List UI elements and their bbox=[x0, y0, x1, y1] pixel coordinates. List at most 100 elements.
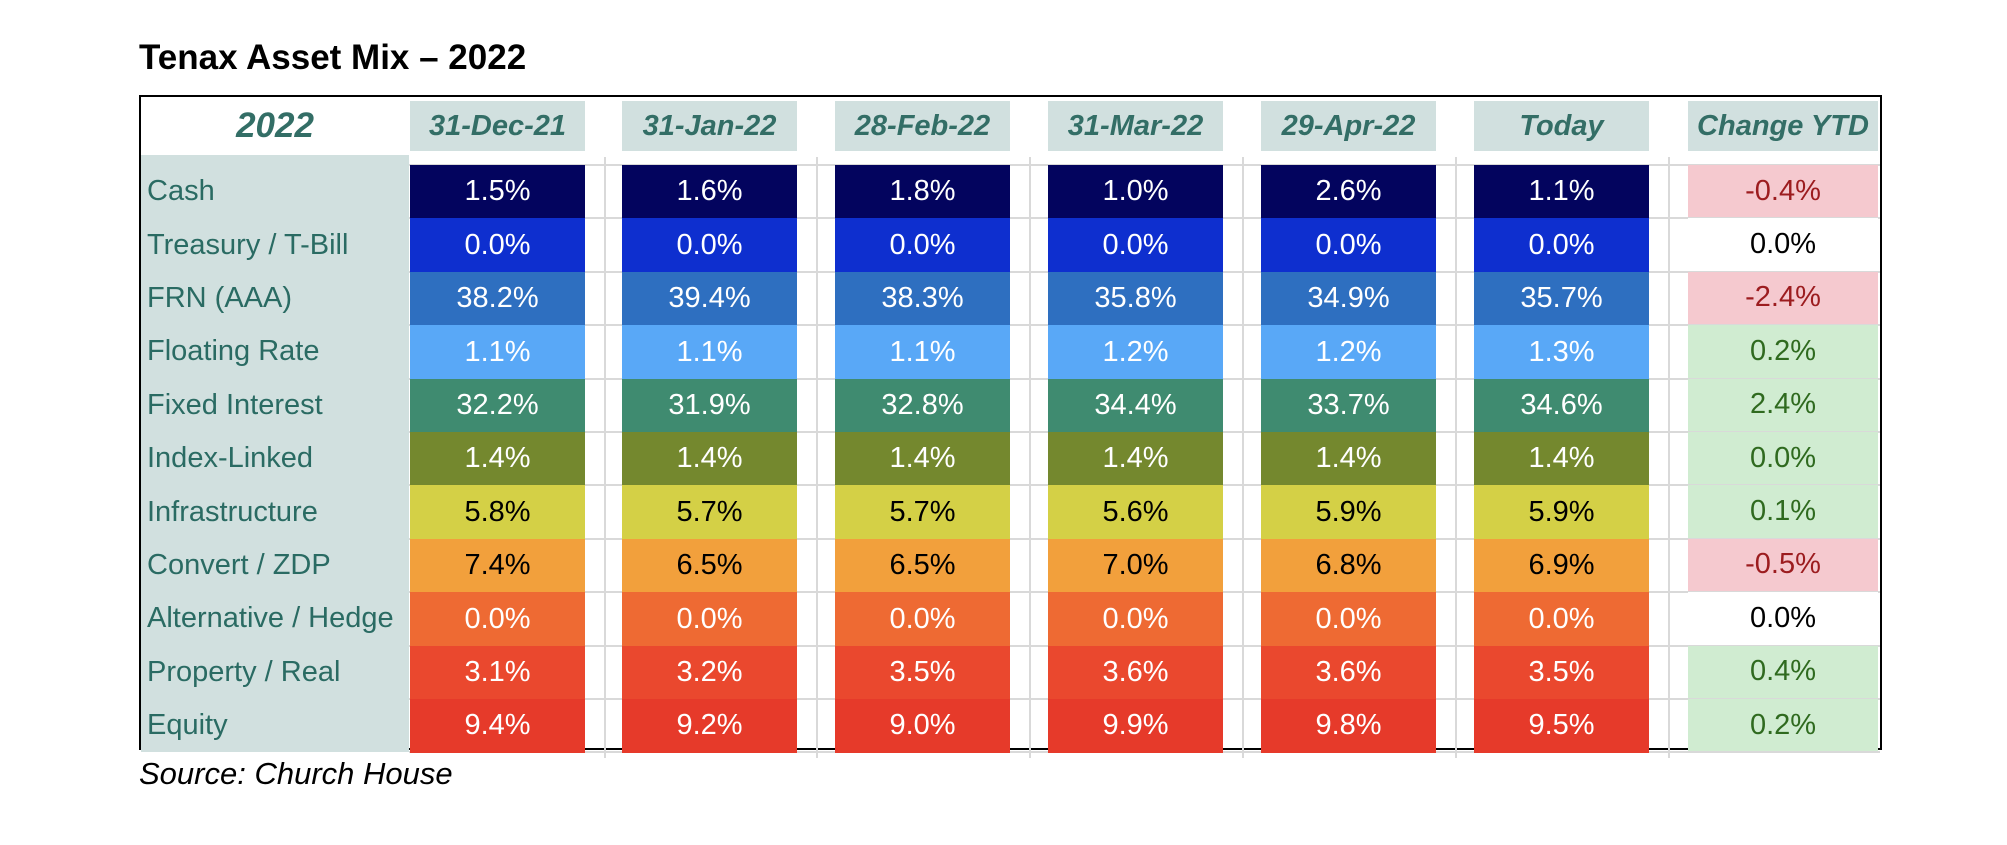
change-ytd-cell: -0.4% bbox=[1688, 165, 1878, 218]
change-ytd-cell: 0.0% bbox=[1688, 432, 1878, 485]
value-cell: 0.0% bbox=[1261, 218, 1436, 273]
column-header: 31-Dec-21 bbox=[410, 101, 585, 151]
value-cell: 6.5% bbox=[622, 538, 797, 593]
row-label: Fixed Interest bbox=[141, 378, 409, 432]
value-cell: 5.6% bbox=[1048, 485, 1223, 540]
change-ytd-header: Change YTD bbox=[1688, 101, 1878, 151]
value-cell: 3.2% bbox=[622, 645, 797, 700]
value-cell: 3.5% bbox=[835, 645, 1010, 700]
value-cell: 3.6% bbox=[1261, 645, 1436, 700]
column-header: 31-Mar-22 bbox=[1048, 101, 1223, 151]
value-cell: 7.0% bbox=[1048, 538, 1223, 593]
value-cell: 1.4% bbox=[622, 432, 797, 486]
value-cell: 1.5% bbox=[410, 165, 585, 219]
value-cell: 1.1% bbox=[622, 325, 797, 380]
value-cell: 0.0% bbox=[410, 218, 585, 273]
value-cell: 32.2% bbox=[410, 378, 585, 433]
change-ytd-cell: 0.1% bbox=[1688, 485, 1878, 538]
column-gridline bbox=[604, 157, 606, 759]
value-cell: 0.0% bbox=[410, 592, 585, 647]
value-cell: 33.7% bbox=[1261, 378, 1436, 433]
value-cell: 0.0% bbox=[622, 592, 797, 647]
value-cell: 31.9% bbox=[622, 378, 797, 433]
value-cell: 1.4% bbox=[410, 432, 585, 486]
value-cell: 38.2% bbox=[410, 271, 585, 326]
value-cell: 0.0% bbox=[622, 218, 797, 273]
value-cell: 6.5% bbox=[835, 538, 1010, 593]
value-cell: 0.0% bbox=[1261, 592, 1436, 647]
change-ytd-cell: -0.5% bbox=[1688, 538, 1878, 592]
value-cell: 3.5% bbox=[1474, 645, 1649, 700]
value-cell: 5.9% bbox=[1474, 485, 1649, 540]
row-label: Treasury / T-Bill bbox=[141, 218, 409, 272]
value-cell: 3.1% bbox=[410, 645, 585, 700]
value-cell: 5.9% bbox=[1261, 485, 1436, 540]
value-cell: 9.2% bbox=[622, 699, 797, 753]
value-cell: 0.0% bbox=[1474, 592, 1649, 647]
value-cell: 2.6% bbox=[1261, 165, 1436, 219]
change-ytd-cell: 0.0% bbox=[1688, 592, 1878, 645]
row-label: Index-Linked bbox=[141, 432, 409, 486]
value-cell: 3.6% bbox=[1048, 645, 1223, 700]
column-header: 31-Jan-22 bbox=[622, 101, 797, 151]
value-cell: 6.9% bbox=[1474, 538, 1649, 593]
value-cell: 1.1% bbox=[1474, 165, 1649, 219]
value-cell: 1.4% bbox=[1048, 432, 1223, 486]
value-cell: 34.6% bbox=[1474, 378, 1649, 433]
value-cell: 5.8% bbox=[410, 485, 585, 540]
value-cell: 5.7% bbox=[622, 485, 797, 540]
value-cell: 1.8% bbox=[835, 165, 1010, 219]
row-label: Infrastructure bbox=[141, 485, 409, 539]
row-label: Cash bbox=[141, 165, 409, 219]
column-gridline bbox=[1455, 157, 1457, 759]
value-cell: 5.7% bbox=[835, 485, 1010, 540]
row-label: Floating Rate bbox=[141, 325, 409, 379]
change-ytd-cell: 0.4% bbox=[1688, 645, 1878, 698]
value-cell: 38.3% bbox=[835, 271, 1010, 326]
value-cell: 34.4% bbox=[1048, 378, 1223, 433]
change-ytd-cell: 0.2% bbox=[1688, 699, 1878, 752]
row-label: Equity bbox=[141, 699, 409, 753]
asset-mix-table: 2022 31-Dec-21 31-Jan-22 28-Feb-22 31-Mar-22… bbox=[139, 95, 1882, 759]
column-header: 29-Apr-22 bbox=[1261, 101, 1436, 151]
value-cell: 9.0% bbox=[835, 699, 1010, 753]
value-cell: 9.5% bbox=[1474, 699, 1649, 753]
value-cell: 9.8% bbox=[1261, 699, 1436, 753]
value-cell: 39.4% bbox=[622, 271, 797, 326]
value-cell: 9.4% bbox=[410, 699, 585, 753]
value-cell: 9.9% bbox=[1048, 699, 1223, 753]
change-ytd-cell: -2.4% bbox=[1688, 271, 1878, 325]
row-label: Alternative / Hedge bbox=[141, 592, 409, 646]
value-cell: 34.9% bbox=[1261, 271, 1436, 326]
column-header: 28-Feb-22 bbox=[835, 101, 1010, 151]
value-cell: 1.3% bbox=[1474, 325, 1649, 380]
value-cell: 1.1% bbox=[410, 325, 585, 380]
row-label: Property / Real bbox=[141, 645, 409, 699]
value-cell: 1.2% bbox=[1048, 325, 1223, 380]
column-gridline bbox=[816, 157, 818, 759]
value-cell: 0.0% bbox=[1048, 592, 1223, 647]
value-cell: 1.0% bbox=[1048, 165, 1223, 219]
column-gridline bbox=[1668, 157, 1670, 759]
value-cell: 35.7% bbox=[1474, 271, 1649, 326]
value-cell: 32.8% bbox=[835, 378, 1010, 433]
corner-year-label: 2022 bbox=[141, 101, 409, 151]
row-label: FRN (AAA) bbox=[141, 271, 409, 326]
column-gridline bbox=[1242, 157, 1244, 759]
value-cell: 7.4% bbox=[410, 538, 585, 593]
column-header: Today bbox=[1474, 101, 1649, 151]
column-gridline bbox=[1029, 157, 1031, 759]
row-label: Convert / ZDP bbox=[141, 538, 409, 593]
value-cell: 1.2% bbox=[1261, 325, 1436, 380]
value-cell: 0.0% bbox=[835, 592, 1010, 647]
change-ytd-cell: 0.2% bbox=[1688, 325, 1878, 378]
value-cell: 1.6% bbox=[622, 165, 797, 219]
change-ytd-cell: 0.0% bbox=[1688, 218, 1878, 271]
source-note: Source: Church House bbox=[139, 756, 453, 791]
value-cell: 1.1% bbox=[835, 325, 1010, 380]
value-cell: 6.8% bbox=[1261, 538, 1436, 593]
table-title: Tenax Asset Mix – 2022 bbox=[139, 38, 527, 77]
value-cell: 1.4% bbox=[835, 432, 1010, 486]
value-cell: 0.0% bbox=[1048, 218, 1223, 273]
value-cell: 35.8% bbox=[1048, 271, 1223, 326]
